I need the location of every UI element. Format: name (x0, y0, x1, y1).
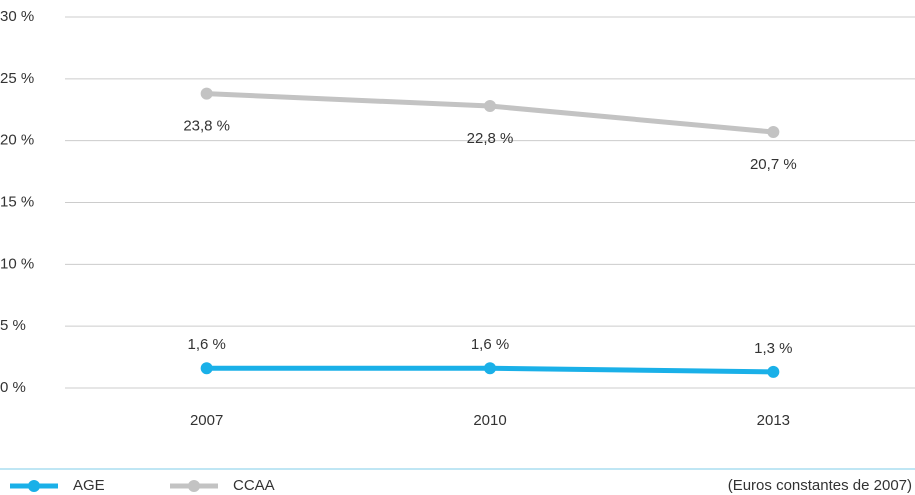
point (200, 87, 213, 100)
point (200, 362, 213, 375)
series-line (206, 91, 774, 135)
data-label: 1,6 % (187, 336, 225, 353)
data-label: 23,8 % (183, 118, 230, 135)
y-tick-label: 5 % (0, 317, 26, 334)
legend-marker (28, 480, 40, 492)
y-tick-label: 15 % (0, 193, 34, 210)
x-tick-label: 2007 (190, 412, 223, 429)
legend-label: CCAA (233, 477, 275, 494)
data-label: 1,6 % (471, 336, 509, 353)
y-tick-label: 10 % (0, 255, 34, 272)
point (484, 362, 496, 375)
y-tick-label: 30 % (0, 8, 34, 25)
y-tick-label: 25 % (0, 70, 34, 87)
data-label: 20,7 % (750, 156, 797, 173)
data-label: 22,8 % (467, 130, 514, 147)
x-tick-label: 2013 (757, 412, 790, 429)
y-tick-label: 0 % (0, 379, 26, 396)
point (767, 365, 780, 378)
note: (Euros constantes de 2007) (728, 477, 912, 494)
y-tick-label: 20 % (0, 132, 34, 149)
point (484, 100, 496, 113)
legend-label: AGE (73, 477, 105, 494)
legend-marker (188, 480, 200, 492)
point (767, 126, 780, 139)
data-label: 1,3 % (754, 340, 792, 357)
x-tick-label: 2010 (473, 412, 506, 429)
